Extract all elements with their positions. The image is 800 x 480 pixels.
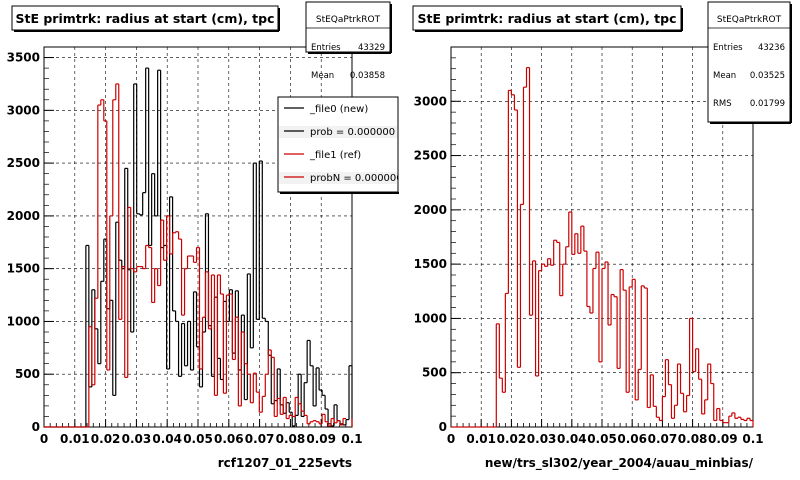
x-axis-label: rcf1207_01_225evts <box>218 456 352 471</box>
x-tick-label: 0 <box>447 432 455 446</box>
y-tick-label: 1000 <box>414 311 447 325</box>
x-tick-label: 0.06 <box>617 432 647 446</box>
x-tick-label: 0.07 <box>648 432 678 446</box>
stats-box <box>707 1 791 123</box>
x-tick-label: 0 <box>40 432 48 446</box>
stats-value: 43329 <box>358 43 385 53</box>
x-tick-label: 0.05 <box>183 432 213 446</box>
stats-value: 43236 <box>758 43 785 53</box>
y-tick-label: 1500 <box>414 257 447 271</box>
y-tick-label: 3000 <box>414 94 447 108</box>
chart-title: StE primtrk: radius at start (cm), tpc <box>417 11 676 26</box>
x-tick-label: 0.04 <box>557 432 587 446</box>
x-tick-label: 0.02 <box>497 432 527 446</box>
stats-value: 0.03858 <box>350 71 385 81</box>
y-tick-label: 500 <box>15 367 40 381</box>
stats-label: Mean <box>311 71 334 81</box>
stats-label: Mean <box>713 71 736 81</box>
stats-value: 0.03525 <box>750 71 785 81</box>
x-tick-label: 0.1 <box>742 432 763 446</box>
y-tick-label: 0 <box>439 420 447 434</box>
x-tick-label: 0.01 <box>60 432 90 446</box>
x-tick-label: 0.03 <box>527 432 557 446</box>
legend-row-bg <box>279 172 397 184</box>
x-tick-label: 0.09 <box>306 432 336 446</box>
x-tick-label: 0.03 <box>122 432 152 446</box>
title-box <box>11 5 279 31</box>
stats-label: Entries <box>311 43 341 53</box>
x-tick-label: 0.08 <box>678 432 708 446</box>
legend: _file0 (new) prob = 0.000000 _file1 (ref) p… <box>277 96 403 194</box>
y-tick-label: 1500 <box>7 262 40 276</box>
y-tick-label: 2000 <box>414 203 447 217</box>
y-tick-label: 2500 <box>7 156 40 170</box>
x-tick-label: 0.08 <box>276 432 306 446</box>
grid <box>450 47 754 427</box>
x-tick-label: 0.04 <box>152 432 182 446</box>
y-tick-label: 0 <box>32 420 40 434</box>
x-tick-label: 0.1 <box>341 432 362 446</box>
legend-entries: _file0 (new) prob = 0.000000 _file1 (ref) p… <box>279 104 403 184</box>
x-tick-label: 0.06 <box>214 432 244 446</box>
x-axis-label: new/trs_sl302/year_2004/auau_minbias/ <box>485 456 754 471</box>
y-tick-label: 3500 <box>7 51 40 65</box>
stats-name: StEQaPtrkROT <box>717 15 782 25</box>
chart-title: StE primtrk: radius at start (cm), tpc <box>15 11 274 26</box>
legend-label: _file1 (ref) <box>309 150 361 161</box>
stats-label: RMS <box>713 99 732 109</box>
x-tick-label: 0.07 <box>245 432 275 446</box>
y-tick-label: 500 <box>422 366 447 380</box>
x-tick-label: 0.09 <box>708 432 738 446</box>
chart-panel-1: 0 0.01 0.02 0.03 0.04 0.05 0.06 0.07 0.08 0.09 0.1… <box>7 1 403 471</box>
x-tick-label: 0.02 <box>91 432 121 446</box>
legend-label: prob = 0.000000 <box>310 127 395 138</box>
stats-label: Entries <box>713 43 743 53</box>
y-tick-label: 2000 <box>7 209 40 223</box>
legend-label: _file0 (new) <box>309 104 368 115</box>
series-file1-ref <box>44 83 353 428</box>
stats-value: 0.01799 <box>750 99 785 109</box>
series-histogram-1 <box>451 67 754 428</box>
y-tick-label: 1000 <box>7 314 40 328</box>
chart-panel-2: 0 0.01 0.02 0.03 0.04 0.05 0.06 0.07 0.08 0.09 0.1… <box>412 1 792 471</box>
stats-name: StEQaPtrkROT <box>316 15 381 25</box>
x-tick-label: 0.05 <box>587 432 617 446</box>
legend-label: probN = 0.000000 <box>310 173 403 184</box>
legend-row-bg <box>279 126 397 138</box>
y-tick-label: 3000 <box>7 103 40 117</box>
x-tick-label: 0.01 <box>466 432 496 446</box>
y-tick-label: 2500 <box>414 149 447 163</box>
